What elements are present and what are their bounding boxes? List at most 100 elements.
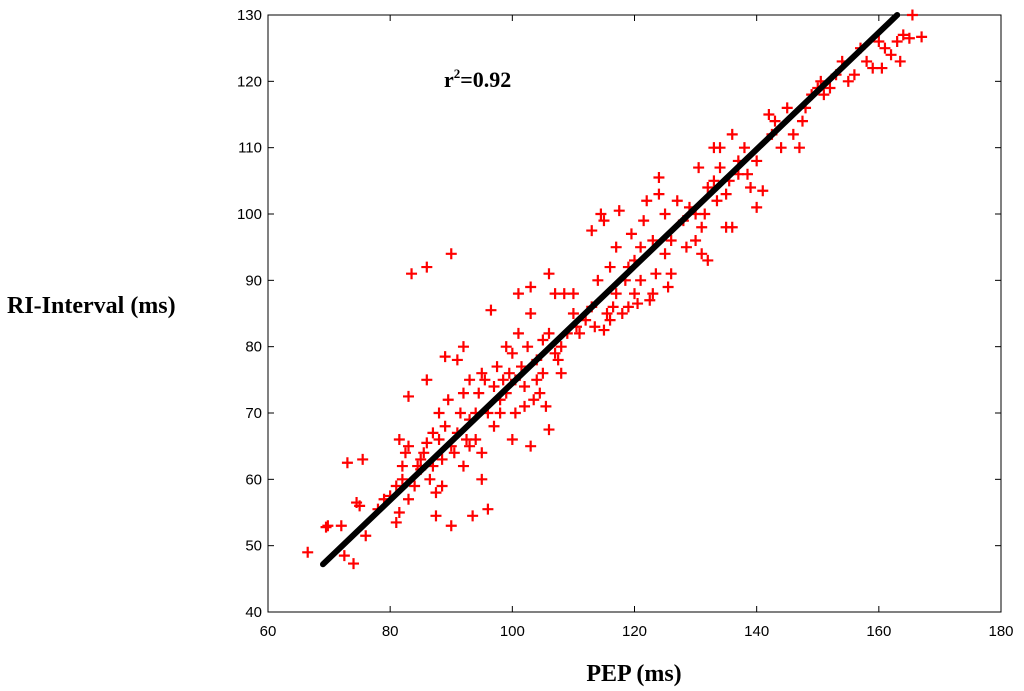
data-point (348, 558, 360, 570)
data-point (726, 128, 738, 140)
x-tick-label: 100 (500, 623, 525, 640)
data-point (512, 288, 524, 300)
data-point (415, 453, 427, 465)
data-point (876, 62, 888, 74)
data-point (607, 301, 619, 313)
data-point (769, 115, 781, 127)
data-point (479, 374, 491, 386)
data-point (622, 301, 634, 313)
data-point (671, 195, 683, 207)
data-point (903, 32, 915, 44)
data-point (742, 168, 754, 180)
data-point (708, 175, 720, 187)
data-point (781, 102, 793, 114)
data-point (457, 387, 469, 399)
data-point (726, 221, 738, 233)
data-point (396, 460, 408, 472)
data-point (402, 390, 414, 402)
data-point (476, 447, 488, 459)
data-point (644, 294, 656, 306)
data-point (424, 473, 436, 485)
data-point (488, 420, 500, 432)
data-point (665, 268, 677, 280)
data-point (653, 172, 665, 184)
data-point (751, 155, 763, 167)
data-point (409, 480, 421, 492)
data-point (787, 128, 799, 140)
data-point (421, 261, 433, 273)
data-point (534, 387, 546, 399)
data-point (555, 367, 567, 379)
data-point (659, 248, 671, 260)
data-point (598, 324, 610, 336)
data-point (427, 427, 439, 439)
data-point (338, 550, 350, 562)
y-axis-title: RI-Interval (ms) (7, 293, 176, 319)
data-point (525, 308, 537, 319)
data-point (650, 268, 662, 280)
data-point (470, 434, 482, 446)
data-point (393, 507, 405, 518)
data-point (522, 341, 534, 353)
data-point (601, 308, 613, 319)
data-point (451, 354, 463, 366)
data-point (610, 241, 622, 253)
data-point (421, 437, 433, 449)
data-point (439, 420, 451, 432)
data-point (485, 304, 497, 316)
x-tick-label: 60 (260, 623, 277, 640)
data-point (476, 367, 488, 379)
data-point (763, 109, 775, 120)
data-point (702, 254, 714, 266)
data-point (796, 115, 808, 127)
data-point (390, 516, 402, 528)
data-point (537, 334, 549, 346)
data-point (406, 268, 418, 280)
data-point (531, 374, 543, 386)
data-point (842, 75, 854, 87)
data-point (567, 308, 579, 319)
data-point (793, 142, 805, 154)
data-point (442, 394, 454, 406)
data-point (635, 274, 647, 286)
data-point (635, 241, 647, 253)
data-point (604, 314, 616, 326)
data-point (525, 440, 537, 452)
data-point (357, 453, 369, 465)
data-point (436, 480, 448, 492)
data-point (745, 181, 757, 193)
data-point (641, 195, 653, 207)
data-point (589, 321, 601, 333)
data-point (506, 347, 518, 359)
data-point (549, 347, 561, 359)
data-point (751, 201, 763, 213)
data-point (818, 89, 830, 101)
data-point (494, 407, 506, 419)
data-point (625, 228, 637, 240)
data-point (702, 181, 714, 193)
data-point (638, 215, 650, 227)
data-point (885, 49, 897, 61)
data-point (604, 261, 616, 273)
data-point (574, 327, 586, 339)
data-point (680, 241, 692, 253)
data-point (757, 185, 769, 197)
y-tick-label: 60 (245, 471, 262, 488)
data-point (616, 308, 628, 319)
data-point (302, 546, 314, 558)
x-tick-label: 80 (382, 623, 399, 640)
data-point (433, 407, 445, 419)
data-point (711, 195, 723, 207)
data-point (488, 380, 500, 392)
x-tick-label: 160 (866, 623, 891, 640)
data-point (632, 298, 644, 310)
data-point (647, 235, 659, 247)
data-point (659, 208, 671, 220)
data-point (699, 208, 711, 220)
data-point (613, 205, 625, 217)
data-point (610, 288, 622, 300)
y-tick-label: 130 (237, 7, 262, 24)
data-point (824, 82, 836, 94)
data-point (543, 424, 555, 436)
data-point (418, 447, 430, 459)
